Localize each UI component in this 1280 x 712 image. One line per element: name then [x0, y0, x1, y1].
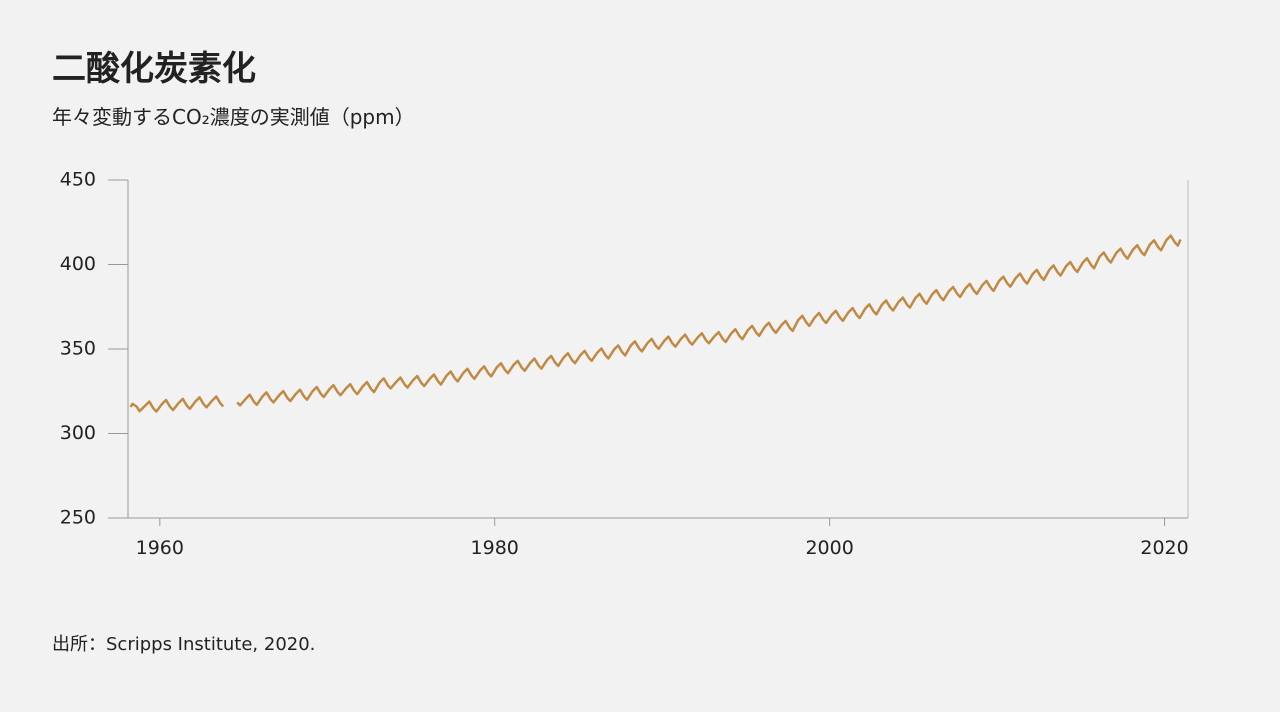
- y-tick-label: 400: [60, 253, 96, 275]
- chart-title: 二酸化炭素化: [52, 49, 256, 89]
- y-tick-label: 250: [60, 507, 96, 529]
- y-tick-label: 350: [60, 338, 96, 360]
- x-tick-label: 1980: [471, 537, 519, 559]
- chart-subtitle: 年々変動するCO₂濃度の実測値（ppm）: [52, 105, 415, 129]
- data-line: [129, 234, 1182, 413]
- y-tick-label: 450: [60, 169, 96, 191]
- x-tick-label: 1960: [136, 537, 184, 559]
- y-tick-label: 300: [60, 422, 96, 444]
- x-tick-label: 2000: [805, 537, 853, 559]
- x-tick-label: 2020: [1140, 537, 1188, 559]
- source: 出所：Scripps Institute, 2020.: [52, 634, 315, 655]
